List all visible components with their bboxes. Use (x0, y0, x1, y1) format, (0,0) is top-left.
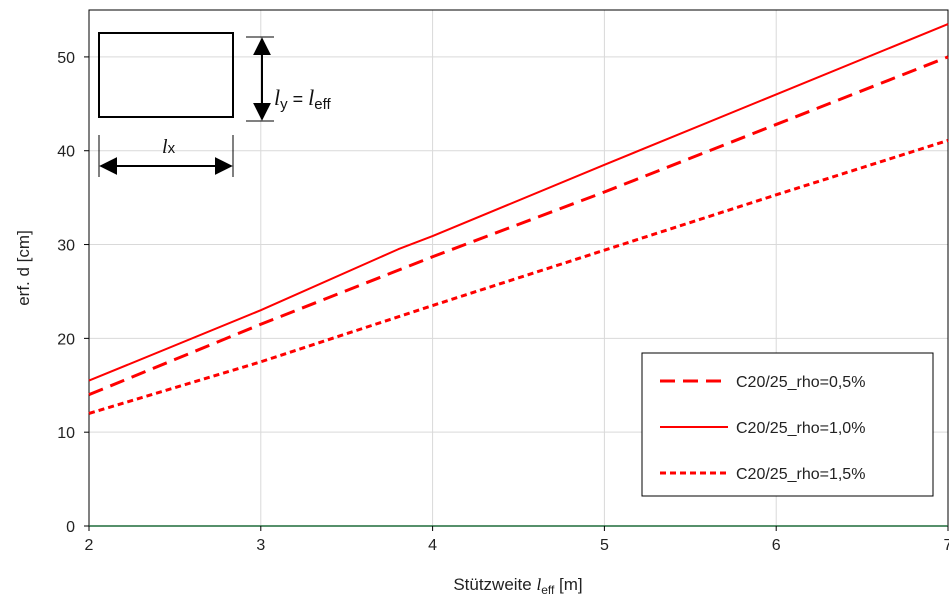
x-axis-title-symbol: l (536, 575, 541, 594)
x-tick-label: 7 (944, 537, 949, 554)
series-layer (88, 23, 949, 415)
y-tick-label: 20 (57, 331, 75, 348)
x-tick-label: 3 (256, 537, 265, 554)
legend-label: C20/25_rho=1,0% (736, 420, 865, 437)
x-axis-title-main: Stützweite (453, 575, 536, 594)
legend: C20/25_rho=0,5% C20/25_rho=1,0% C20/25_rho… (641, 352, 934, 497)
x-axis-title-unit: [m] (554, 575, 582, 594)
y-tick-label: 50 (57, 50, 75, 67)
ly-label: ly = leff (274, 85, 332, 113)
series-line-3 (88, 138, 949, 415)
y-tick-label: 10 (57, 425, 75, 442)
x-axis-title-subscript: eff (541, 583, 555, 597)
y-tick-label: 0 (66, 519, 75, 536)
x-axis-title: Stützweite leff [m] (453, 575, 582, 597)
x-tick-label: 4 (428, 537, 437, 554)
inset-sketch: lx ly = leff (98, 32, 332, 177)
x-tick-label: 5 (600, 537, 609, 554)
x-tick-label: 2 (85, 537, 94, 554)
lx-label: lx (162, 136, 176, 158)
legend-label: C20/25_rho=1,5% (736, 466, 865, 483)
grid-lines (89, 10, 948, 526)
slab-rectangle (98, 32, 234, 118)
legend-label: C20/25_rho=0,5% (736, 374, 865, 391)
y-tick-label: 40 (57, 144, 75, 161)
series-line-1 (88, 55, 949, 397)
series-line-2 (88, 23, 949, 382)
y-tick-label: 30 (57, 238, 75, 255)
y-tick-labels: 0 10 20 30 40 50 (57, 50, 89, 536)
x-tick-labels: 2 3 4 5 6 7 (85, 526, 949, 554)
x-tick-label: 6 (772, 537, 781, 554)
y-axis-title: erf. d [cm] (14, 230, 33, 306)
